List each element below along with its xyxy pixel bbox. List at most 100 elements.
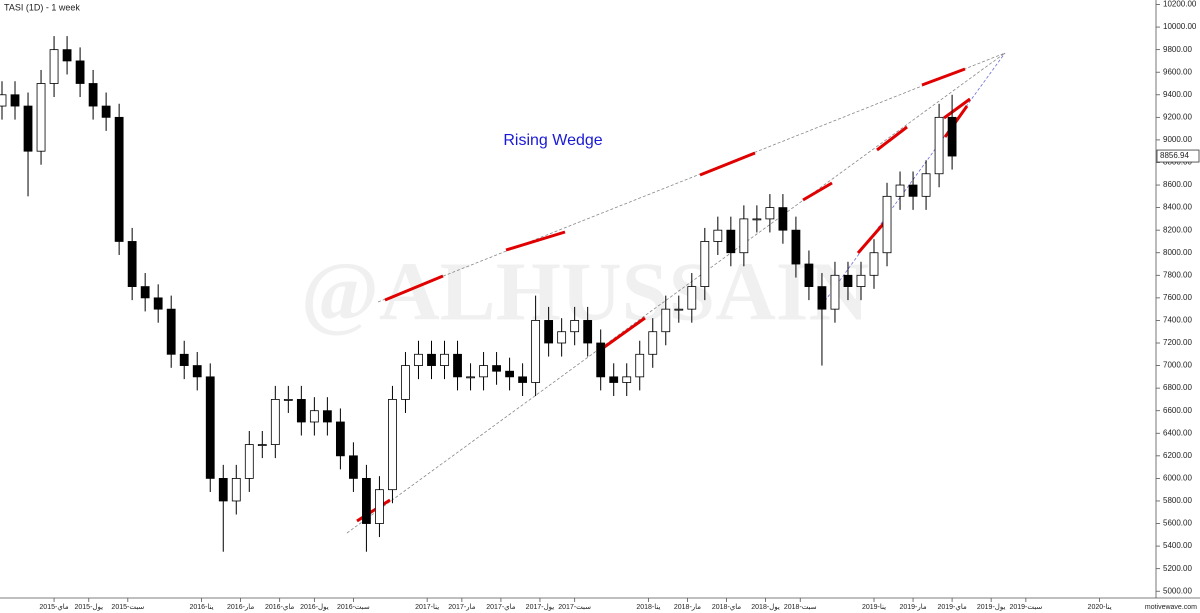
x-tick-label: مار-2019	[899, 604, 926, 611]
candles	[0, 36, 957, 552]
upper-trend	[377, 52, 1006, 303]
y-tick-label: 6600.00	[1163, 406, 1192, 415]
y-tick-label: 9400.00	[1163, 90, 1192, 99]
x-tick-label: يول-2019	[977, 604, 1006, 611]
candle-body	[218, 477, 228, 502]
candle-body	[700, 241, 710, 287]
candle-body	[609, 376, 619, 383]
candle-body	[622, 376, 632, 383]
touch-mark	[876, 125, 908, 152]
touch-mark	[802, 181, 833, 202]
candle-body	[934, 116, 944, 175]
candle-body	[257, 444, 267, 446]
candle-body	[531, 320, 541, 383]
y-tick-label: 8200.00	[1163, 225, 1192, 234]
candle-body	[453, 353, 462, 378]
candle-body	[947, 116, 957, 157]
candle-body	[791, 229, 801, 265]
x-tick-label: يول-2017	[526, 604, 555, 611]
x-tick-label: ماي-2015	[39, 604, 69, 611]
candle-body	[296, 399, 306, 423]
x-tick-label: يول-2018	[751, 604, 780, 611]
x-tick-label: ينا-2020	[1088, 604, 1112, 611]
x-tick-label: ماي-2019	[937, 604, 967, 611]
candle-body	[648, 331, 658, 355]
x-tick-label: ينا-2017	[415, 604, 439, 611]
candle-body	[49, 49, 59, 84]
x-tick-label: ينا-2016	[190, 604, 214, 611]
candle-body	[843, 274, 853, 287]
touch-mark	[384, 274, 444, 302]
candle-body	[869, 252, 879, 276]
brand: motivewave.com	[1145, 604, 1197, 611]
candle-body	[713, 229, 723, 242]
candle-body	[830, 274, 840, 310]
price-box	[1156, 149, 1200, 163]
x-tick-label: سبت-2017	[558, 604, 591, 611]
candle-body	[856, 274, 866, 287]
price-label: 8856.94	[1160, 151, 1189, 160]
x-tick-label: سبت-2018	[784, 604, 817, 611]
y-tick-label: 7200.00	[1163, 338, 1192, 347]
candle-body	[739, 218, 749, 254]
x-tick-label: مار-2017	[448, 604, 475, 611]
candle-body	[205, 376, 215, 479]
x-tick-label: ماي-2016	[265, 604, 295, 611]
candle-body	[908, 184, 918, 197]
candle-body	[505, 370, 514, 378]
y-tick-label: 6000.00	[1163, 474, 1192, 483]
candle-body	[440, 353, 449, 366]
candle-body	[895, 184, 905, 197]
y-tick-label: 5800.00	[1163, 496, 1192, 505]
touch-mark	[505, 230, 566, 252]
y-tick-label: 9800.00	[1163, 45, 1192, 54]
y-tick-label: 5000.00	[1163, 586, 1192, 595]
candle-body	[0, 94, 7, 107]
candle-body	[765, 207, 775, 220]
candle-body	[817, 286, 827, 310]
x-tick-label: يول-2015	[74, 604, 103, 611]
candle-body	[401, 365, 410, 400]
y-tick-label: 8000.00	[1163, 248, 1192, 257]
candle-body	[752, 218, 762, 221]
candle-body	[635, 353, 645, 378]
candle-body	[479, 365, 488, 378]
y-tick-label: 10000.00	[1163, 22, 1197, 31]
x-tick-label: ينا-2019	[862, 604, 886, 611]
candle-body	[583, 320, 593, 344]
y-tick-label: 5400.00	[1163, 541, 1192, 550]
x-tick-label: مار-2016	[227, 604, 254, 611]
candle-body	[179, 353, 189, 366]
candle-body	[140, 286, 150, 299]
x-tick-label: يول-2016	[300, 604, 329, 611]
candle-body	[114, 116, 124, 242]
candle-body	[414, 353, 423, 366]
x-tick-label: مار-2018	[674, 604, 701, 611]
x-tick-label: سبت-2016	[337, 604, 370, 611]
candle-body	[244, 444, 254, 479]
candle-body	[596, 342, 606, 378]
candle-body	[101, 105, 111, 118]
candle-body	[362, 477, 371, 524]
y-tick-label: 7000.00	[1163, 361, 1192, 370]
candle-body	[778, 207, 788, 231]
y-tick-label: 9000.00	[1163, 135, 1192, 144]
candle-body	[557, 331, 567, 344]
candle-body	[544, 320, 554, 344]
candle-body	[570, 320, 580, 333]
y-tick-label: 5600.00	[1163, 519, 1192, 528]
x-tick-label: سبت-2015	[111, 604, 144, 611]
candle-body	[309, 410, 319, 423]
x-tick-label: ينا-2018	[636, 604, 660, 611]
y-tick-label: 5200.00	[1163, 564, 1192, 573]
candle-body	[283, 399, 293, 401]
candle-body	[10, 94, 20, 107]
candle-body	[375, 489, 384, 524]
candle-body	[322, 410, 332, 423]
chart-title: TASI (1D) - 1 week	[4, 2, 80, 12]
y-tick-label: 9200.00	[1163, 112, 1192, 121]
candle-body	[36, 83, 46, 152]
candle-body	[335, 421, 345, 457]
y-tick-label: 8600.00	[1163, 180, 1192, 189]
